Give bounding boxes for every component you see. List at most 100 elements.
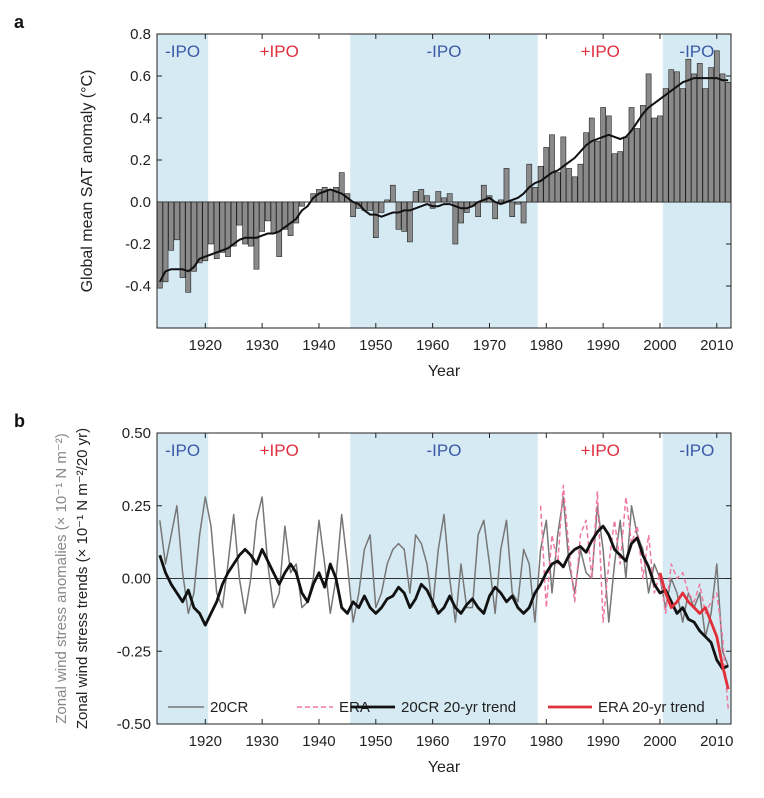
- x-tick-label-7: 1990: [586, 733, 619, 750]
- y-tick-label-4: 0.50: [122, 425, 151, 442]
- series-20cr: [159, 496, 729, 667]
- bar-2008: [702, 88, 709, 203]
- x-tick-label-5: 1970: [473, 733, 506, 750]
- bar-1991: [605, 115, 612, 203]
- bar-1975: [515, 201, 521, 205]
- bar-1950: [372, 201, 379, 239]
- bar-1987: [583, 132, 589, 203]
- bar-2010: [713, 50, 720, 203]
- y-tick-label-1: -0.2: [125, 236, 151, 253]
- bar-1915: [174, 201, 180, 241]
- ipo-label-0: -IPO: [165, 441, 200, 460]
- bar-2004: [679, 88, 686, 203]
- x-tick-label-8: 2000: [643, 337, 676, 354]
- ipo-label-0: -IPO: [165, 42, 200, 61]
- bar-1931: [264, 201, 271, 222]
- bar-1926: [236, 201, 243, 226]
- smooth-line: [158, 77, 729, 283]
- series-20cr-20-yr-trend: [158, 524, 729, 671]
- bar-1932: [270, 201, 277, 234]
- bar-1999: [651, 117, 658, 203]
- x-axis-label: Year: [428, 759, 461, 776]
- panel-a: -IPO +IPO -IPO +IPO -IPO 1920 1930 1940 1950 1960…: [14, 12, 733, 380]
- bar-1982: [554, 172, 561, 203]
- legend-label-3: ERA 20-yr trend: [598, 699, 705, 716]
- bar-1928: [247, 201, 254, 247]
- bar-1921: [208, 201, 214, 245]
- bar-1959: [424, 195, 430, 203]
- ipo-label-4: -IPO: [679, 441, 714, 460]
- bar-1944: [338, 172, 345, 203]
- bar-1962: [441, 197, 447, 203]
- y-axis-label: Global mean SAT anomaly (°C): [79, 70, 96, 293]
- legend-label-2: 20CR 20-yr trend: [401, 699, 516, 716]
- y-tick-label-3: 0.25: [122, 498, 151, 515]
- bar-1992: [611, 153, 618, 203]
- bar-1972: [497, 199, 504, 203]
- bar-1981: [549, 134, 555, 203]
- ipo-shade-2: [350, 34, 538, 328]
- bar-1986: [577, 163, 584, 203]
- y-axis-label-1: Zonal wind stress anomalies (× 10⁻¹ N m⁻…: [53, 433, 70, 724]
- x-tick-label-8: 2000: [643, 733, 676, 750]
- bar-1925: [230, 201, 237, 247]
- bar-1930: [259, 201, 265, 232]
- y-tick-label-1: -0.25: [117, 643, 151, 660]
- bar-1919: [196, 201, 203, 264]
- x-tick-label-1: 1930: [245, 337, 278, 354]
- bar-1977: [526, 163, 533, 203]
- bar-2012: [725, 82, 732, 203]
- x-tick-label-6: 1980: [530, 337, 563, 354]
- ipo-label-2: -IPO: [427, 42, 462, 61]
- y-tick-label-0: -0.50: [117, 716, 151, 733]
- bar-1913: [162, 201, 169, 283]
- bar-1979: [537, 166, 544, 203]
- x-tick-label-2: 1940: [302, 733, 335, 750]
- bar-1963: [446, 193, 453, 203]
- panel-label: b: [14, 411, 25, 431]
- bar-2002: [668, 69, 675, 203]
- x-axis-label: Year: [428, 363, 461, 380]
- bar-2011: [719, 73, 726, 203]
- ipo-label-2: -IPO: [427, 441, 462, 460]
- bar-1961: [435, 191, 442, 203]
- panel-b: -IPO +IPO -IPO +IPO -IPO 1920 1930 1940 1950 1960…: [14, 411, 733, 776]
- ipo-label-3: +IPO: [581, 441, 620, 460]
- series-era: [539, 484, 729, 710]
- bar-1917: [185, 201, 192, 293]
- bar-1920: [202, 201, 209, 262]
- bar-1955: [401, 201, 408, 232]
- bar-1997: [640, 105, 646, 203]
- x-tick-label-1: 1930: [245, 733, 278, 750]
- x-tick-label-3: 1950: [359, 733, 392, 750]
- y-axis-label-2: Zonal wind stress trends (× 10⁻¹ N m⁻²/2…: [74, 428, 91, 729]
- bar-1978: [532, 187, 538, 203]
- bar-1953: [389, 184, 396, 203]
- bar-1995: [628, 107, 635, 203]
- bar-1954: [395, 201, 402, 230]
- bar-1974: [509, 201, 516, 217]
- bar-1988: [588, 117, 595, 203]
- bar-2006: [691, 73, 697, 203]
- x-tick-label-4: 1960: [416, 337, 449, 354]
- bar-1912: [156, 201, 163, 289]
- bar-1993: [617, 151, 624, 203]
- y-tick-label-6: 0.8: [130, 26, 151, 43]
- bar-1973: [503, 168, 510, 203]
- bar-1996: [634, 128, 641, 203]
- bar-1927: [242, 201, 248, 245]
- bar-1922: [213, 201, 220, 260]
- bar-1918: [191, 201, 197, 272]
- bar-1937: [299, 201, 305, 207]
- ipo-label-1: +IPO: [260, 42, 299, 61]
- bar-1976: [520, 201, 527, 224]
- y-tick-label-0: -0.4: [125, 278, 151, 295]
- bar-1929: [253, 201, 260, 270]
- bar-1989: [594, 140, 601, 203]
- series-era-20-yr-trend: [658, 572, 730, 690]
- bar-1964: [452, 201, 459, 245]
- x-tick-label-0: 1920: [189, 733, 222, 750]
- x-tick-label-5: 1970: [473, 337, 506, 354]
- bar-2009: [708, 67, 714, 203]
- bar-1916: [179, 201, 186, 278]
